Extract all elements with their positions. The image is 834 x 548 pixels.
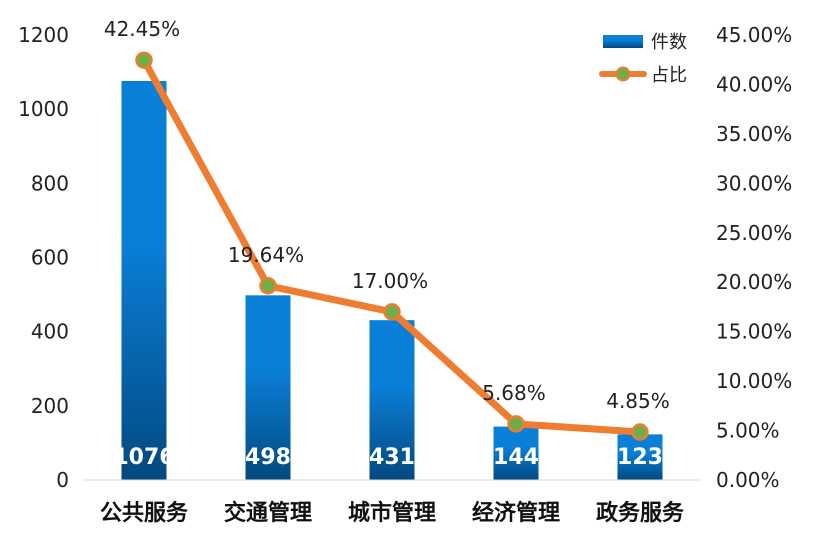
bar-data-label: 144 — [493, 445, 539, 470]
legend-swatch-bar — [603, 35, 643, 48]
x-axis-category-label: 公共服务 — [100, 501, 189, 526]
bar — [369, 320, 415, 480]
left-axis-tick-label: 1200 — [18, 23, 69, 47]
line-point — [259, 277, 277, 295]
line-point — [507, 415, 525, 433]
x-axis-category-label: 交通管理 — [224, 500, 312, 526]
bar — [493, 426, 539, 480]
right-axis-tick-label: 15.00% — [716, 320, 792, 344]
bar-data-label: 123 — [617, 445, 663, 470]
bar-data-label: 498 — [245, 445, 291, 470]
line-data-label: 17.00% — [352, 269, 428, 293]
bar — [121, 80, 167, 480]
right-axis-tick-label: 0.00% — [716, 468, 780, 492]
left-axis: 0 200 400 600 800 1000 1200 — [18, 23, 69, 492]
left-axis-tick-label: 1000 — [18, 97, 69, 121]
x-axis-category-label: 城市管理 — [348, 500, 436, 526]
right-axis-tick-label: 30.00% — [716, 171, 792, 195]
line-data-label: 42.45% — [104, 17, 180, 41]
x-axis-category-label: 经济管理 — [472, 500, 560, 526]
line-point — [135, 51, 153, 69]
legend-label-line: 占比 — [651, 65, 687, 86]
bar — [617, 434, 663, 480]
left-axis-tick-label: 400 — [31, 320, 69, 344]
line-data-label: 5.68% — [482, 381, 546, 405]
left-axis-tick-label: 200 — [31, 394, 69, 418]
left-axis-tick-label: 0 — [56, 468, 69, 492]
right-axis-tick-label: 5.00% — [716, 419, 780, 443]
bar-series — [121, 80, 663, 480]
line-data-label: 4.85% — [606, 389, 670, 413]
x-axis-category-label: 政务服务 — [596, 500, 685, 526]
left-axis-tick-label: 600 — [31, 246, 69, 270]
left-axis-tick-label: 800 — [31, 171, 69, 195]
right-axis-tick-label: 45.00% — [716, 23, 792, 47]
right-axis-tick-label: 20.00% — [716, 270, 792, 294]
bar-data-label: 431 — [369, 445, 415, 470]
right-axis-tick-label: 40.00% — [716, 72, 792, 96]
legend-label-bar: 件数 — [651, 32, 687, 53]
right-axis-tick-label: 35.00% — [716, 122, 792, 146]
legend-swatch-marker — [615, 66, 631, 82]
right-axis: 0.00% 5.00% 10.00% 15.00% 20.00% 25.00% 30.00%… — [716, 23, 792, 492]
line-data-labels: 42.45% 19.64% 17.00% 5.68% 4.85% — [104, 17, 670, 413]
right-axis-tick-label: 10.00% — [716, 369, 792, 393]
line-point — [383, 303, 401, 321]
right-axis-tick-label: 25.00% — [716, 221, 792, 245]
bar — [245, 295, 291, 480]
line-series — [135, 51, 649, 441]
line-point — [631, 423, 649, 441]
bar-data-label: 1076 — [113, 445, 174, 470]
line-data-label: 19.64% — [228, 243, 304, 267]
x-axis: 公共服务 交通管理 城市管理 经济管理 政务服务 — [82, 479, 702, 526]
bar-data-labels: 1076 498 431 144 123 — [113, 445, 663, 470]
